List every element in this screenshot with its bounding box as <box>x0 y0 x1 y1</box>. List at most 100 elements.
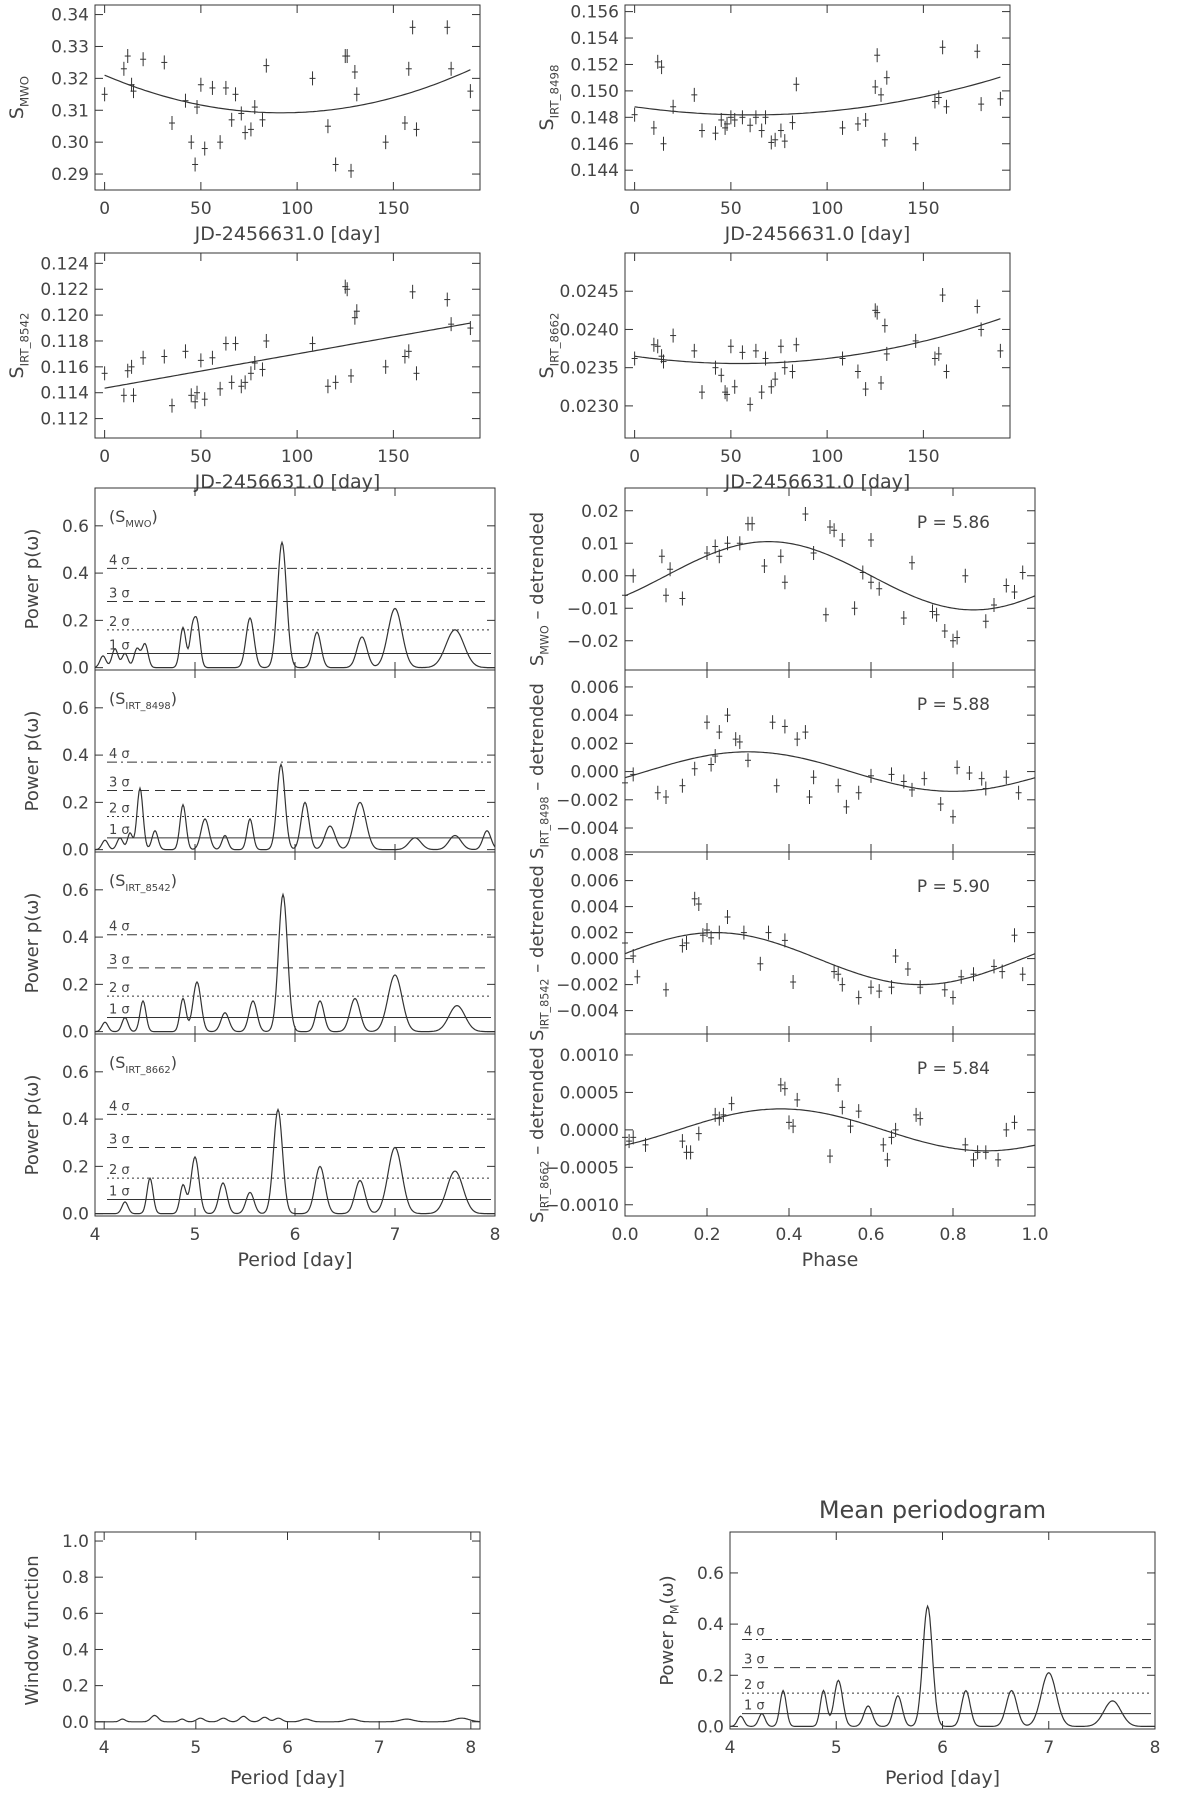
x-tick-label: 0.0 <box>611 1225 638 1245</box>
x-tick-label: 0 <box>99 447 110 467</box>
y-tick-label: 0.006 <box>570 872 619 892</box>
sigma-label-3: 3 σ <box>109 776 130 791</box>
x-tick-label: 5 <box>190 1225 201 1245</box>
periodogram-panel-1: 0.0 0.2 0.4 0.6 1 σ 2 σ 3 σ 4 σ (SMWO) Power p(ω) <box>22 487 496 679</box>
y-tick-label: 0.000 <box>570 763 619 783</box>
y-tick-label: 0.0 <box>697 1717 724 1737</box>
plot-frame <box>94 851 496 1035</box>
y-axis-label: Power p(ω) <box>22 529 43 630</box>
sigma-label-1: 1 σ <box>109 1184 130 1199</box>
periodogram-line <box>94 540 495 669</box>
x-tick-label: 0 <box>629 447 640 467</box>
period-label: P = 5.88 <box>917 695 990 715</box>
y-tick-label: 0.0230 <box>560 397 619 417</box>
sigma-label-2: 2 σ <box>744 1678 765 1693</box>
time-series-panel-1: 0 50 100 150 0.29 0.30 0.31 0.32 0.33 0.34 JD-2456… <box>6 4 481 245</box>
x-tick-label: 150 <box>907 447 939 467</box>
x-tick-label: 0 <box>629 199 640 219</box>
x-tick-label: 150 <box>907 199 939 219</box>
y-tick-label: 0.146 <box>570 135 619 155</box>
y-tick-label: 0.0 <box>62 841 89 861</box>
y-tick-label: 0.004 <box>570 898 619 918</box>
phase-panel-3: −0.004 −0.002 0.000 0.002 0.004 0.006 0.008 P =… <box>527 846 1036 1041</box>
y-tick-label: 0.2 <box>62 975 89 995</box>
y-tick-label: 0.0245 <box>560 282 619 302</box>
x-tick-label: 7 <box>1043 1738 1054 1758</box>
sigma-label-4: 4 σ <box>109 920 130 935</box>
y-tick-label: 0.0 <box>62 1713 89 1733</box>
y-tick-label: −0.01 <box>567 599 619 619</box>
sigma-label-4: 4 σ <box>109 1099 130 1114</box>
y-tick-label: 0.002 <box>570 734 619 754</box>
y-tick-label: 0.0 <box>62 1205 89 1225</box>
y-tick-label: 0.8 <box>62 1568 89 1588</box>
y-tick-label: 0.154 <box>570 29 619 49</box>
y-tick-label: 0.0 <box>62 659 89 679</box>
y-tick-label: −0.002 <box>556 976 619 996</box>
sigma-label-2: 2 σ <box>109 981 130 996</box>
x-tick-label: 0.6 <box>857 1225 884 1245</box>
y-axis-label: SIRT_8662 – detrended <box>527 1047 551 1223</box>
period-label: P = 5.86 <box>917 513 990 533</box>
sigma-label-2: 2 σ <box>109 802 130 817</box>
y-tick-label: 0.152 <box>570 55 619 75</box>
x-tick-label: 50 <box>190 199 212 219</box>
x-tick-label: 8 <box>465 1738 476 1758</box>
x-tick-label: 6 <box>282 1738 293 1758</box>
y-tick-label: 0.148 <box>570 108 619 128</box>
phase-panel-4: 0.0 0.2 0.4 0.6 0.8 1.0 −0.0010 −0.0005 0.0000 0.… <box>527 1033 1049 1271</box>
x-tick-label: 0.8 <box>939 1225 966 1245</box>
plot-frame <box>624 4 1011 191</box>
fit-line <box>634 76 1001 116</box>
x-tick-label: 4 <box>99 1738 110 1758</box>
y-tick-label: 0.6 <box>62 1063 89 1083</box>
y-tick-label: 0.112 <box>40 410 89 430</box>
y-tick-label: 0.2 <box>62 1157 89 1177</box>
x-axis-label: Period [day] <box>885 1767 1000 1789</box>
sine-fit-line <box>624 932 1036 986</box>
panel-label: (SIRT_8542) <box>109 871 177 894</box>
x-tick-label: 7 <box>374 1738 385 1758</box>
periodogram-panel-3: 0.0 0.2 0.4 0.6 1 σ 2 σ 3 σ 4 σ (SIRT_8542) Power… <box>22 851 496 1043</box>
plot-frame <box>94 1531 481 1730</box>
y-tick-label: 0.2 <box>62 793 89 813</box>
y-tick-label: 0.33 <box>51 37 89 57</box>
panel-label: (SIRT_8498) <box>109 689 177 712</box>
periodogram-panel-2: 0.0 0.2 0.4 0.6 1 σ 2 σ 3 σ 4 σ (SIRT_8498) Power… <box>22 669 496 861</box>
y-tick-label: 0.000 <box>570 950 619 970</box>
x-axis-label: JD-2456631.0 [day] <box>194 471 381 493</box>
y-tick-label: 0.0000 <box>560 1121 619 1141</box>
plot-frame <box>729 1531 1156 1730</box>
x-tick-label: 100 <box>281 199 313 219</box>
window-function-line <box>95 1714 480 1723</box>
x-tick-label: 1.0 <box>1021 1225 1048 1245</box>
y-tick-label: 0.156 <box>570 3 619 23</box>
x-tick-label: 150 <box>377 447 409 467</box>
sigma-label-1: 1 σ <box>109 638 130 653</box>
x-tick-label: 5 <box>831 1738 842 1758</box>
y-tick-label: 0.144 <box>570 161 619 181</box>
y-tick-label: −0.0005 <box>545 1158 619 1178</box>
y-tick-label: 0.6 <box>62 881 89 901</box>
y-tick-label: 0.008 <box>570 846 619 866</box>
fit-line <box>634 318 1001 365</box>
y-tick-label: 0.116 <box>40 358 89 378</box>
plot-frame <box>624 252 1011 439</box>
y-axis-label: SIRT_8542 – detrended <box>527 865 551 1041</box>
sine-fit-line <box>624 541 1036 611</box>
y-tick-label: 0.2 <box>62 1677 89 1697</box>
y-tick-label: 0.4 <box>62 928 89 948</box>
fit-line <box>104 322 471 389</box>
y-tick-label: 0.6 <box>62 517 89 537</box>
y-axis-label: Window function <box>22 1555 43 1705</box>
periodogram-line <box>94 762 496 851</box>
window-function-panel: 4 5 6 7 8 0.0 0.2 0.4 0.6 0.8 1.0 Period [day] Windo… <box>22 1531 481 1789</box>
period-label: P = 5.84 <box>917 1059 990 1079</box>
y-tick-label: 0.29 <box>51 165 89 185</box>
plot-frame <box>94 1033 496 1217</box>
y-tick-label: −0.0010 <box>545 1196 619 1216</box>
periodogram-line <box>95 1107 495 1215</box>
y-axis-label: SMWO – detrended <box>527 512 551 666</box>
chart-title: Mean periodogram <box>819 1496 1046 1524</box>
